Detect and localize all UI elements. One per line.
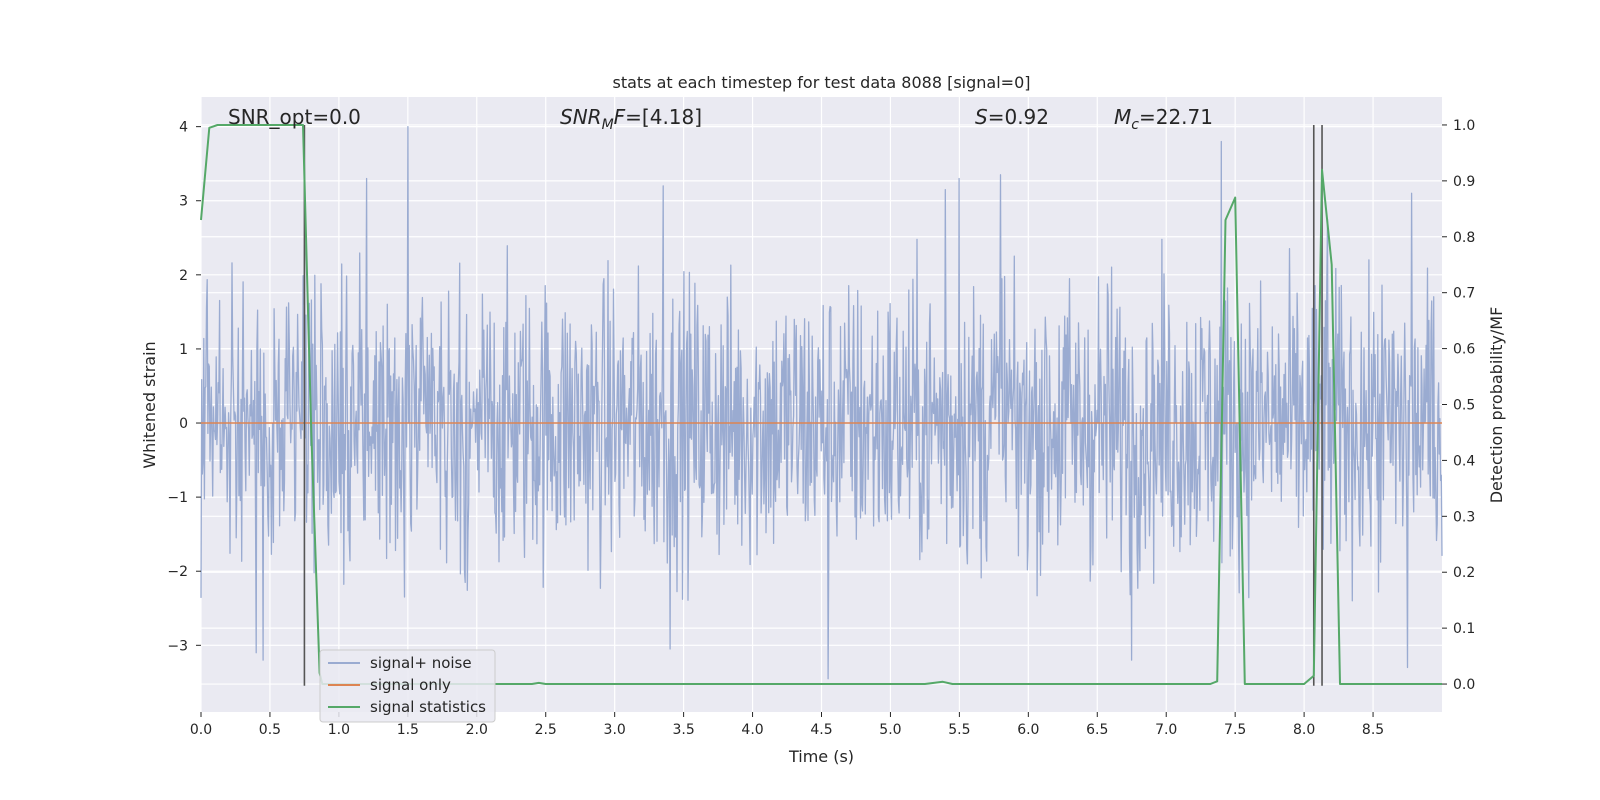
x-axis-label: Time (s) [788, 747, 854, 766]
legend-label-signal-noise: signal+ noise [370, 654, 472, 672]
legend-box [319, 649, 496, 723]
y-axis-right-ticks: 1.0 0.9 0.8 0.7 0.6 0.5 0.4 0.3 0.2 0.1 0.0 [1442, 118, 1475, 693]
y-left-tick-label: −2 [167, 564, 188, 580]
x-tick-label: 1.0 [328, 722, 350, 738]
y-axis-left-label: Whitened strain [140, 341, 159, 468]
x-tick-label: 8.0 [1293, 722, 1315, 738]
y-axis-right-label: Detection probability/MF [1487, 307, 1506, 504]
x-tick-label: 4.0 [741, 722, 763, 738]
y-left-tick-label: −1 [167, 490, 188, 506]
y-left-tick-label: 4 [179, 120, 188, 136]
x-tick-label: 4.5 [810, 722, 832, 738]
y-left-tick-label: 0 [179, 416, 188, 432]
y-right-tick-label: 0.7 [1453, 286, 1475, 302]
y-right-tick-label: 0.0 [1453, 677, 1475, 693]
series-signal-noise-line [200, 125, 1443, 680]
legend: signal+ noise signal only signal statist… [319, 649, 496, 723]
x-tick-label: 0.0 [190, 722, 212, 738]
y-right-tick-label: 0.3 [1453, 509, 1475, 525]
x-tick-label: 3.0 [604, 722, 626, 738]
y-left-tick-label: −3 [167, 638, 188, 654]
x-tick-label: 1.5 [397, 722, 419, 738]
y-left-tick-label: 2 [179, 268, 188, 284]
x-tick-label: 0.5 [259, 722, 281, 738]
x-tick-label: 2.5 [535, 722, 557, 738]
y-right-tick-label: 0.5 [1453, 398, 1475, 414]
y-left-tick-label: 3 [179, 194, 188, 210]
y-right-tick-label: 0.9 [1453, 174, 1475, 190]
x-tick-label: 5.0 [879, 722, 901, 738]
x-tick-label: 7.5 [1224, 722, 1246, 738]
annotation-snr-opt: SNR_opt=0.0 [228, 105, 361, 129]
y-right-tick-label: 1.0 [1453, 118, 1475, 134]
x-tick-label: 5.5 [948, 722, 970, 738]
legend-label-signal-statistics: signal statistics [370, 698, 486, 716]
x-tick-label: 8.5 [1362, 722, 1384, 738]
y-right-tick-label: 0.6 [1453, 342, 1475, 358]
x-tick-label: 3.5 [672, 722, 694, 738]
y-left-tick-label: 1 [179, 342, 188, 358]
y-right-tick-label: 0.8 [1453, 230, 1475, 246]
y-right-tick-label: 0.2 [1453, 565, 1475, 581]
annotation-mc: Mc=22.71 [1114, 105, 1213, 133]
x-axis-ticks: 0.0 0.5 1.0 1.5 2.0 2.5 3.0 3.5 4.0 4.5 5.0 5.5 6.0 6… [190, 712, 1384, 738]
x-tick-label: 7.0 [1155, 722, 1177, 738]
x-tick-label: 2.0 [466, 722, 488, 738]
series-signal-statistics-line [200, 124, 1442, 685]
legend-label-signal-only: signal only [370, 676, 451, 694]
x-tick-label: 6.0 [1017, 722, 1039, 738]
annotation-s: S=0.92 [975, 105, 1049, 129]
x-tick-label: 6.5 [1086, 722, 1108, 738]
plot-traces [200, 124, 1443, 686]
y-right-tick-label: 0.4 [1453, 453, 1475, 469]
y-axis-left-ticks: 4 3 2 1 0 −1 −2 −3 [167, 120, 201, 654]
annotation-snr-mf: SNRMF=[4.18] [560, 105, 702, 133]
chart-title: stats at each timestep for test data 808… [612, 73, 1030, 92]
y-right-tick-label: 0.1 [1453, 621, 1475, 637]
